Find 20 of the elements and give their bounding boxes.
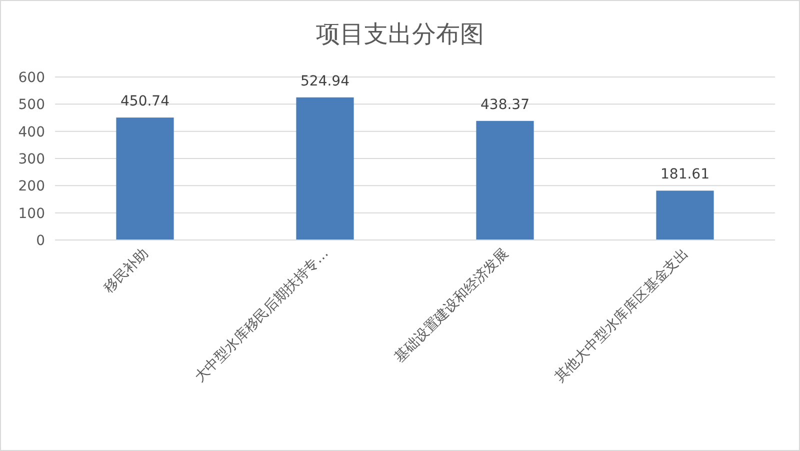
y-tick-label: 600 bbox=[18, 70, 45, 86]
y-tick-label: 100 bbox=[18, 206, 45, 222]
chart-title: 项目支出分布图 bbox=[316, 20, 484, 48]
y-tick-label: 400 bbox=[18, 124, 45, 140]
bar bbox=[116, 118, 174, 240]
bar bbox=[296, 97, 354, 240]
x-tick-label: 基础设置建设和经济发展 bbox=[392, 246, 512, 366]
y-tick-label: 300 bbox=[18, 152, 45, 168]
y-tick-label: 0 bbox=[36, 233, 45, 249]
data-label: 438.37 bbox=[480, 96, 530, 113]
data-label: 524.94 bbox=[300, 73, 350, 90]
data-label: 181.61 bbox=[660, 166, 710, 183]
data-label: 450.74 bbox=[120, 94, 170, 110]
y-tick-label: 500 bbox=[18, 97, 45, 114]
x-tick-label: 大中型水库移民后期扶持专… bbox=[192, 246, 332, 386]
bar bbox=[476, 120, 534, 240]
bar bbox=[656, 190, 714, 240]
x-tick-label: 移民补助 bbox=[100, 246, 152, 296]
x-tick-label: 其他大中型水库库区基金支出 bbox=[552, 246, 692, 386]
y-tick-label: 200 bbox=[18, 178, 45, 195]
